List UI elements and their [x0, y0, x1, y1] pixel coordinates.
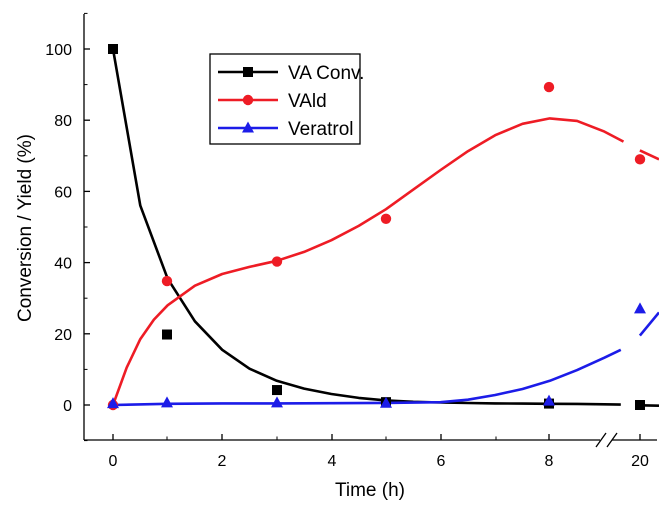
data-point	[543, 81, 555, 93]
data-point	[107, 397, 119, 409]
y-axis-title: Conversion / Yield (%)	[15, 134, 36, 322]
series-line	[112, 348, 622, 407]
axes: 0 20 40 60 80 100 0 2 4 6 8 20	[45, 12, 657, 470]
y-tick-label: 80	[54, 113, 72, 130]
x-tick-label: 20	[631, 453, 649, 470]
series-markers	[107, 44, 646, 411]
x-tick-label: 6	[437, 453, 446, 470]
x-tick-label: 8	[545, 453, 554, 470]
data-point	[162, 329, 172, 340]
data-point	[161, 396, 173, 408]
legend: VA Conv. VAld Veratrol	[209, 53, 364, 145]
legend-label: VA Conv.	[288, 63, 364, 84]
y-tick-label: 0	[63, 398, 72, 415]
data-point	[543, 394, 555, 406]
y-tick-label: 100	[45, 42, 72, 59]
data-point	[272, 385, 282, 396]
data-point	[271, 256, 283, 267]
series-line-segment	[639, 149, 659, 161]
legend-marker	[243, 67, 253, 77]
axis-break-mark	[595, 432, 607, 448]
series-line	[111, 48, 621, 406]
y-tick-label: 60	[54, 184, 72, 201]
series-line	[111, 117, 625, 406]
x-tick-label: 0	[109, 453, 118, 470]
data-point	[380, 213, 392, 225]
axis-break-mark	[606, 432, 618, 448]
x-axis-title: Time (h)	[335, 480, 405, 501]
legend-marker	[242, 121, 254, 133]
data-point	[380, 396, 392, 408]
x-tick-label: 4	[328, 453, 337, 470]
legend-label: VAld	[288, 91, 327, 112]
x-tick-label: 2	[218, 453, 227, 470]
y-tick-label: 40	[54, 256, 72, 273]
legend-label: Veratrol	[288, 119, 353, 140]
y-tick-label: 20	[54, 327, 72, 344]
series-curves	[111, 48, 659, 408]
data-point	[271, 396, 283, 408]
data-point	[161, 275, 173, 287]
data-point	[634, 154, 646, 165]
data-point	[108, 44, 118, 54]
data-point	[635, 400, 645, 410]
data-point	[634, 302, 646, 314]
series-line-segment	[638, 311, 659, 337]
legend-marker	[242, 94, 254, 106]
